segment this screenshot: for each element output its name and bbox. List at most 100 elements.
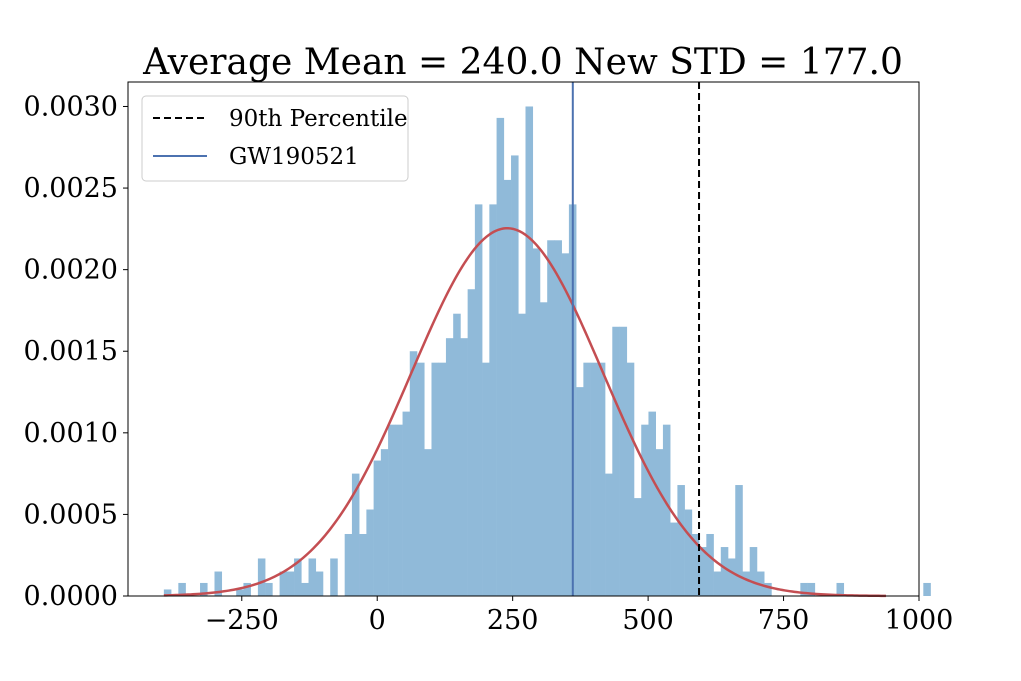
histogram-bar (728, 558, 736, 596)
histogram-bar (200, 582, 208, 596)
histogram-bars (163, 106, 931, 597)
x-tick-label: −250 (205, 605, 279, 636)
histogram-bar (720, 547, 729, 596)
histogram-bar (482, 362, 490, 596)
legend-label-90th-percentile: 90th Percentile (229, 106, 408, 132)
histogram-bar (713, 571, 722, 596)
histogram-bar (619, 326, 628, 596)
histogram-bar (706, 533, 714, 596)
histogram-bar (243, 582, 251, 596)
histogram-bar (395, 424, 403, 596)
y-tick-label: 0.0025 (24, 173, 118, 204)
histogram-bar (489, 204, 497, 596)
histogram-bar (648, 411, 656, 596)
histogram-bar (453, 313, 461, 596)
histogram-bar (641, 424, 649, 596)
histogram-bar (583, 362, 591, 596)
histogram-bar (438, 362, 447, 596)
histogram-bar (496, 117, 505, 597)
histogram-bar (923, 582, 931, 596)
normal-fit-curve (163, 226, 886, 598)
x-tick-label: 0 (369, 605, 386, 636)
histogram-bar (460, 338, 468, 596)
histogram-bar (402, 411, 411, 596)
histogram-bar (417, 362, 425, 596)
x-tick-label: 500 (622, 605, 674, 636)
histogram-bar (388, 424, 396, 596)
histogram-bar (214, 571, 223, 596)
histogram-bar (590, 362, 599, 596)
x-axis: −250 0 250 500 750 1000 (205, 596, 954, 636)
histogram-bar (626, 362, 635, 596)
x-tick-label: 1000 (885, 605, 954, 636)
histogram-bar (742, 571, 751, 596)
histogram-bar (315, 571, 324, 596)
histogram-bar (424, 449, 432, 596)
histogram-bar (308, 558, 317, 596)
histogram-bar (294, 558, 302, 596)
histogram-bar (655, 449, 664, 596)
y-tick-label: 0.0000 (24, 581, 118, 612)
histogram-bar (662, 424, 671, 596)
histogram-bar (330, 558, 338, 596)
histogram-bar (511, 155, 519, 596)
histogram-bar (554, 240, 562, 596)
histogram-bar (265, 582, 273, 596)
histogram-bar (691, 533, 700, 596)
legend-box (141, 95, 409, 182)
y-tick-label: 0.0015 (24, 336, 118, 367)
histogram-bar (359, 533, 367, 596)
histogram-bar (163, 589, 172, 596)
histogram-bar (633, 498, 642, 596)
histogram-bar (503, 179, 512, 596)
histogram-bar (236, 589, 244, 596)
histogram-bar (677, 485, 685, 596)
histogram-bar (431, 362, 440, 596)
histogram-bar (301, 582, 309, 596)
histogram-bar (344, 533, 353, 596)
histogram-bar (518, 313, 526, 596)
histogram-bar (286, 571, 295, 596)
histogram-bar (764, 582, 772, 596)
y-tick-label: 0.0030 (24, 91, 118, 122)
histogram-bar (178, 582, 186, 596)
histogram-bar (257, 558, 266, 596)
histogram-bar (547, 240, 555, 596)
histogram-bar (684, 509, 693, 596)
y-axis: 0.0000 0.0005 0.0010 0.0015 0.0020 0.0025 0.00… (24, 91, 128, 612)
legend-label-gw190521: GW190521 (229, 144, 359, 170)
histogram-bar (539, 302, 548, 596)
histogram-bar (749, 547, 758, 596)
histogram-bar (409, 351, 418, 596)
histogram-bar (605, 473, 613, 596)
histogram-bar (351, 473, 360, 596)
histogram-bar (735, 485, 743, 596)
histogram-bar (366, 509, 374, 596)
legend: 90th Percentile GW190521 (141, 95, 409, 182)
y-tick-label: 0.0010 (24, 418, 118, 449)
histogram-bar (279, 571, 288, 596)
histogram-bar (576, 387, 584, 596)
x-tick-label: 250 (487, 605, 539, 636)
histogram-bar (474, 204, 483, 596)
y-tick-label: 0.0020 (24, 255, 118, 286)
histogram-bar (373, 460, 382, 596)
histogram-bar (525, 106, 534, 596)
histogram-bar (561, 253, 570, 597)
axes-frame (127, 81, 920, 597)
histogram-bar (467, 289, 476, 596)
normal-fit-layer (163, 226, 886, 598)
histogram-bar (800, 582, 808, 596)
histogram-bar (597, 362, 606, 596)
histogram-bar (445, 338, 454, 596)
histogram-bar (836, 582, 845, 596)
x-tick-label: 750 (758, 605, 810, 636)
chart-title: Average Mean = 240.0 New STD = 177.0 (142, 42, 903, 83)
reference-lines (571, 82, 701, 596)
histogram-bar (380, 449, 389, 596)
y-tick-label: 0.0005 (24, 499, 118, 530)
histogram-bar (612, 326, 620, 596)
histogram-bar (532, 248, 541, 596)
histogram-bar (807, 582, 816, 596)
